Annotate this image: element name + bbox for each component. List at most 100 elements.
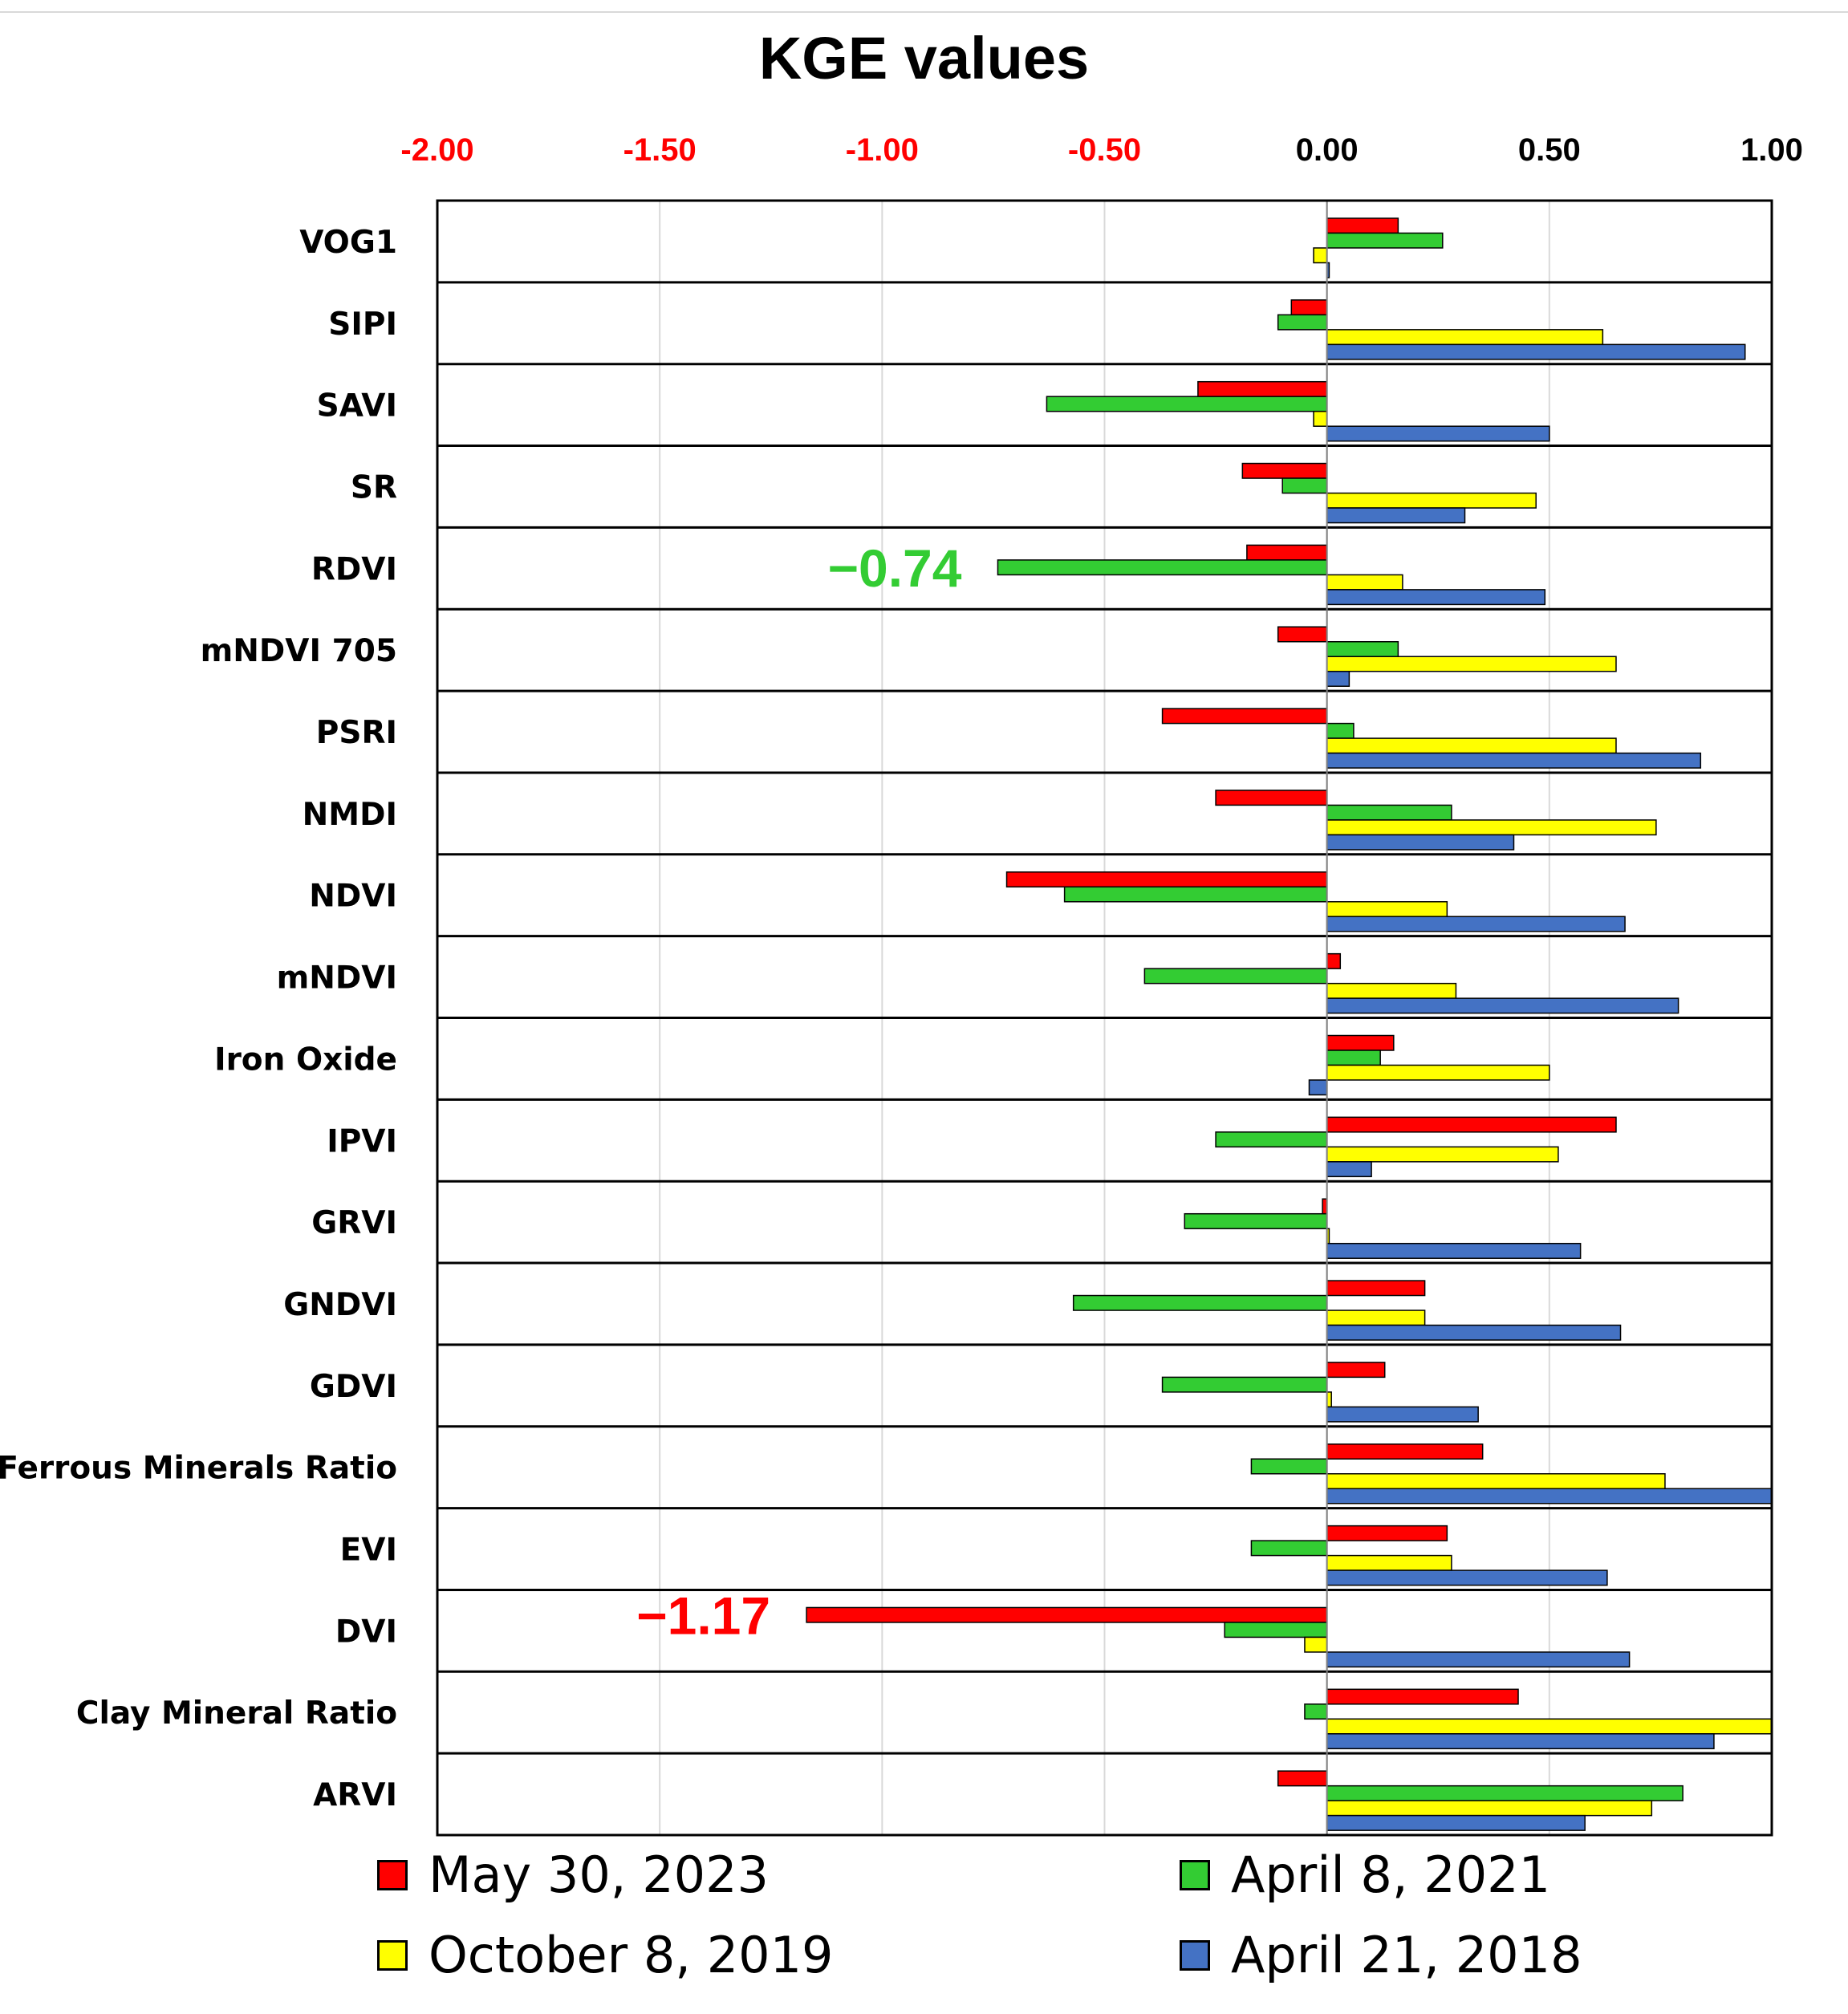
bar-october-8-2019-sipi bbox=[1326, 329, 1604, 346]
category-label: SIPI bbox=[328, 307, 397, 343]
bar-april-21-2018-ndvi bbox=[1326, 916, 1626, 932]
legend-label-april-2021: April 8, 2021 bbox=[1231, 1845, 1551, 1904]
bar-april-8-2021-sr bbox=[1281, 477, 1328, 494]
bar-april-8-2021-nmdi bbox=[1326, 804, 1452, 821]
category-label: GNDVI bbox=[283, 1287, 397, 1323]
category-label: mNDVI 705 bbox=[201, 633, 397, 669]
bar-april-21-2018-rdvi bbox=[1326, 589, 1546, 606]
bar-october-8-2019-savi bbox=[1313, 410, 1328, 427]
bar-april-8-2021-clay-mineral-ratio bbox=[1304, 1703, 1328, 1720]
bar-may-30-2023-sipi bbox=[1290, 299, 1328, 316]
bar-april-8-2021-evi bbox=[1250, 1540, 1328, 1557]
bar-april-21-2018-savi bbox=[1326, 425, 1550, 442]
legend-label-may-2023: May 30, 2023 bbox=[428, 1845, 769, 1904]
x-tick-label: -0.50 bbox=[1068, 132, 1141, 168]
bar-april-8-2021-grvi bbox=[1184, 1212, 1328, 1229]
bar-april-21-2018-ipvi bbox=[1326, 1161, 1372, 1178]
legend-swatch-may-2023 bbox=[377, 1859, 408, 1890]
category-label: VOG1 bbox=[299, 225, 397, 261]
bar-october-8-2019-clay-mineral-ratio bbox=[1326, 1718, 1773, 1735]
bar-april-8-2021-savi bbox=[1046, 396, 1328, 412]
bar-april-8-2021-rdvi bbox=[997, 559, 1328, 576]
bar-april-21-2018-evi bbox=[1326, 1569, 1608, 1586]
x-tick-label: 0.00 bbox=[1296, 132, 1359, 168]
bar-april-21-2018-gndvi bbox=[1326, 1324, 1622, 1341]
category-label: SR bbox=[351, 469, 397, 506]
bar-may-30-2023-gdvi bbox=[1326, 1362, 1386, 1379]
category-label: RDVI bbox=[311, 551, 397, 587]
bar-may-30-2023-gndvi bbox=[1326, 1280, 1426, 1297]
bar-april-8-2021-sipi bbox=[1277, 314, 1328, 331]
bar-april-21-2018-mndvi bbox=[1326, 997, 1679, 1014]
bar-october-8-2019-mndvi bbox=[1326, 982, 1457, 999]
bar-october-8-2019-evi bbox=[1326, 1554, 1452, 1571]
plot-frame bbox=[436, 199, 1773, 1837]
bar-april-21-2018-gdvi bbox=[1326, 1406, 1479, 1423]
bar-may-30-2023-vog1 bbox=[1326, 217, 1399, 234]
bar-may-30-2023-nmdi bbox=[1215, 790, 1328, 806]
category-label: Clay Mineral Ratio bbox=[76, 1695, 397, 1732]
bar-april-21-2018-psri bbox=[1326, 752, 1702, 769]
x-tick-label: -1.50 bbox=[623, 132, 697, 168]
bar-may-30-2023-savi bbox=[1197, 380, 1328, 397]
legend-item-april-2021: April 8, 2021 bbox=[1180, 1845, 1550, 1904]
annotation-label: −0.74 bbox=[827, 538, 961, 598]
bar-april-21-2018-iron-oxide bbox=[1308, 1079, 1328, 1096]
bar-may-30-2023-mndvi bbox=[1326, 952, 1342, 969]
bar-may-30-2023-psri bbox=[1161, 708, 1328, 725]
bar-may-30-2023-rdvi bbox=[1246, 544, 1328, 561]
annotation-label: −1.17 bbox=[636, 1586, 770, 1646]
bar-october-8-2019-iron-oxide bbox=[1326, 1064, 1550, 1081]
bar-may-30-2023-sr bbox=[1241, 462, 1328, 479]
legend-swatch-april-2021 bbox=[1180, 1859, 1210, 1890]
category-label: DVI bbox=[335, 1614, 397, 1650]
category-label: IPVI bbox=[327, 1123, 397, 1159]
bar-may-30-2023-iron-oxide bbox=[1326, 1034, 1395, 1051]
bar-april-21-2018-sipi bbox=[1326, 343, 1746, 360]
category-label: EVI bbox=[340, 1533, 397, 1569]
category-label: SAVI bbox=[317, 388, 397, 424]
bar-october-8-2019-ndvi bbox=[1326, 901, 1448, 918]
x-tick-label: -2.00 bbox=[400, 132, 473, 168]
bar-october-8-2019-nmdi bbox=[1326, 819, 1657, 836]
bar-october-8-2019-psri bbox=[1326, 737, 1617, 754]
bar-april-21-2018-arvi bbox=[1326, 1814, 1586, 1831]
bar-april-21-2018-dvi bbox=[1326, 1651, 1631, 1668]
x-tick-label: 0.50 bbox=[1518, 132, 1581, 168]
bar-april-21-2018-clay-mineral-ratio bbox=[1326, 1733, 1715, 1750]
bar-may-30-2023-arvi bbox=[1277, 1770, 1328, 1787]
bar-may-30-2023-dvi bbox=[806, 1606, 1328, 1623]
bar-april-8-2021-arvi bbox=[1326, 1785, 1684, 1801]
category-label: GDVI bbox=[310, 1369, 397, 1405]
bar-october-8-2019-ferrous-minerals-ratio bbox=[1326, 1473, 1666, 1489]
bar-april-21-2018-sr bbox=[1326, 507, 1466, 524]
bar-april-8-2021-ipvi bbox=[1215, 1131, 1328, 1148]
category-label: ARVI bbox=[313, 1777, 397, 1813]
bar-april-21-2018-nmdi bbox=[1326, 834, 1515, 851]
category-label: mNDVI bbox=[277, 960, 397, 997]
bar-april-8-2021-gdvi bbox=[1161, 1376, 1328, 1393]
bar-april-8-2021-ndvi bbox=[1063, 886, 1328, 903]
category-label: Ferrous Minerals Ratio bbox=[0, 1451, 397, 1487]
legend-label-april-2018: April 21, 2018 bbox=[1231, 1926, 1582, 1984]
bar-april-8-2021-mndvi bbox=[1143, 968, 1328, 985]
bar-april-8-2021-vog1 bbox=[1326, 232, 1444, 249]
category-label: NDVI bbox=[309, 879, 397, 915]
legend-label-october-2019: October 8, 2019 bbox=[428, 1926, 834, 1984]
category-label: Iron Oxide bbox=[214, 1042, 397, 1078]
bar-october-8-2019-dvi bbox=[1304, 1636, 1328, 1653]
bar-october-8-2019-rdvi bbox=[1326, 574, 1403, 591]
bar-october-8-2019-gndvi bbox=[1326, 1310, 1426, 1326]
bar-may-30-2023-clay-mineral-ratio bbox=[1326, 1688, 1519, 1705]
bar-april-21-2018-grvi bbox=[1326, 1242, 1582, 1259]
x-tick-label: -1.00 bbox=[846, 132, 919, 168]
x-tick-label: 1.00 bbox=[1740, 132, 1803, 168]
bar-may-30-2023-evi bbox=[1326, 1525, 1448, 1541]
bar-october-8-2019-sr bbox=[1326, 492, 1537, 509]
bar-april-21-2018-ferrous-minerals-ratio bbox=[1326, 1488, 1773, 1504]
legend-item-april-2018: April 21, 2018 bbox=[1180, 1926, 1582, 1984]
bar-may-30-2023-mndvi-705 bbox=[1277, 626, 1328, 643]
bar-october-8-2019-vog1 bbox=[1313, 247, 1328, 264]
bar-october-8-2019-mndvi-705 bbox=[1326, 656, 1617, 672]
